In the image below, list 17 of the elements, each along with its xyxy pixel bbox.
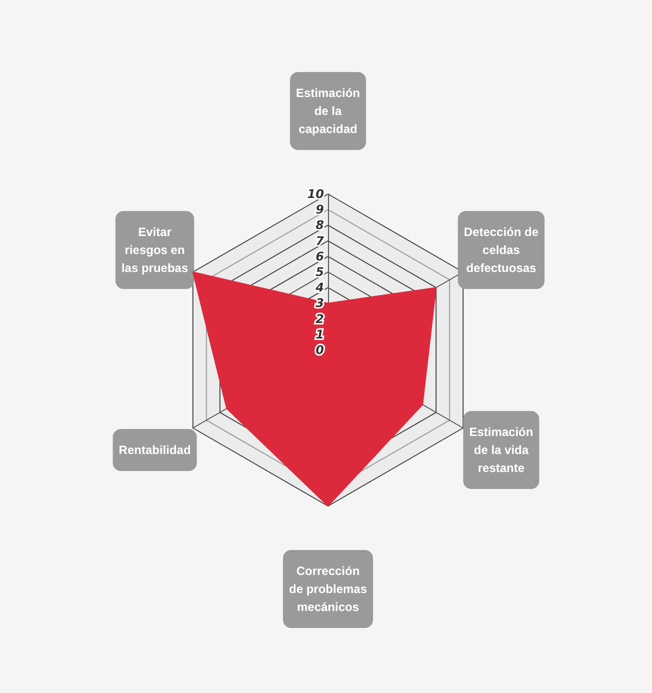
y-tick-label: 9 bbox=[316, 202, 324, 217]
spoke-label: Rentabilidad bbox=[118, 443, 191, 457]
spoke-label: Estimación de la vida restante bbox=[469, 425, 534, 475]
y-tick-label: 1 bbox=[316, 327, 324, 342]
spoke-label: Corrección de problemas mecánicos bbox=[288, 564, 368, 614]
y-tick-label: 10 bbox=[307, 187, 324, 201]
spoke-label: Estimación de la capacidad bbox=[296, 86, 360, 136]
y-tick-label: 4 bbox=[314, 280, 324, 295]
y-tick-label: 2 bbox=[316, 312, 324, 326]
y-tick-label: 3 bbox=[316, 296, 324, 310]
y-tick-label: 5 bbox=[316, 265, 324, 279]
y-tick-label: 0 bbox=[316, 343, 324, 357]
spoke-label: Detección de celdas defectuosas bbox=[464, 225, 539, 275]
y-tick-label: 8 bbox=[316, 218, 324, 232]
y-tick-label: 6 bbox=[316, 249, 324, 264]
y-tick-label: 7 bbox=[316, 234, 325, 248]
spoke-label: Evitar riesgos en las pruebas bbox=[121, 225, 188, 275]
